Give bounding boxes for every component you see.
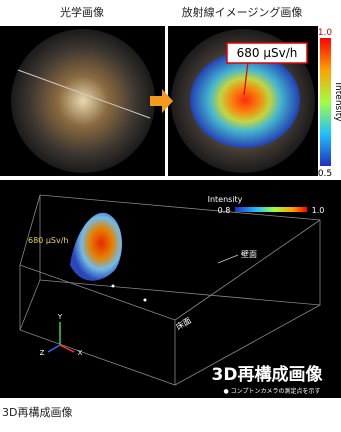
fisheye — [11, 29, 155, 173]
wall-label: 壁面 — [241, 249, 257, 259]
colorbar-min: 0.8 — [218, 206, 231, 215]
figure: 光学画像 放射線イメージング画像 680 μSv/h 1.0 0.5 Inten… — [0, 0, 341, 428]
dose-label: 680 μSv/h — [28, 236, 68, 245]
dose-label: 680 μSv/h — [237, 46, 298, 60]
colorbar-title: Intensity — [333, 82, 341, 122]
colorbar-max: 1.0 — [318, 28, 333, 38]
left-label: 光学画像 — [60, 5, 104, 19]
axis-z: Z — [40, 349, 45, 357]
colorbar-title: Intensity — [208, 195, 243, 204]
colorbar — [235, 207, 307, 212]
panel-title: 3D再構成画像 — [212, 364, 324, 385]
heatmap — [190, 52, 300, 148]
caption: 3D再構成画像 — [2, 406, 72, 419]
colorbar-max: 1.0 — [312, 206, 325, 215]
axis-y: Y — [57, 313, 63, 321]
colorbar — [320, 38, 331, 166]
right-label: 放射線イメージング画像 — [182, 5, 303, 19]
measure-point — [144, 299, 147, 302]
axis-x: X — [78, 349, 83, 357]
colorbar-min: 0.5 — [318, 169, 332, 179]
measure-point — [112, 285, 115, 288]
panel-note: ● コンプトンカメラの測定点を示す — [224, 387, 321, 395]
